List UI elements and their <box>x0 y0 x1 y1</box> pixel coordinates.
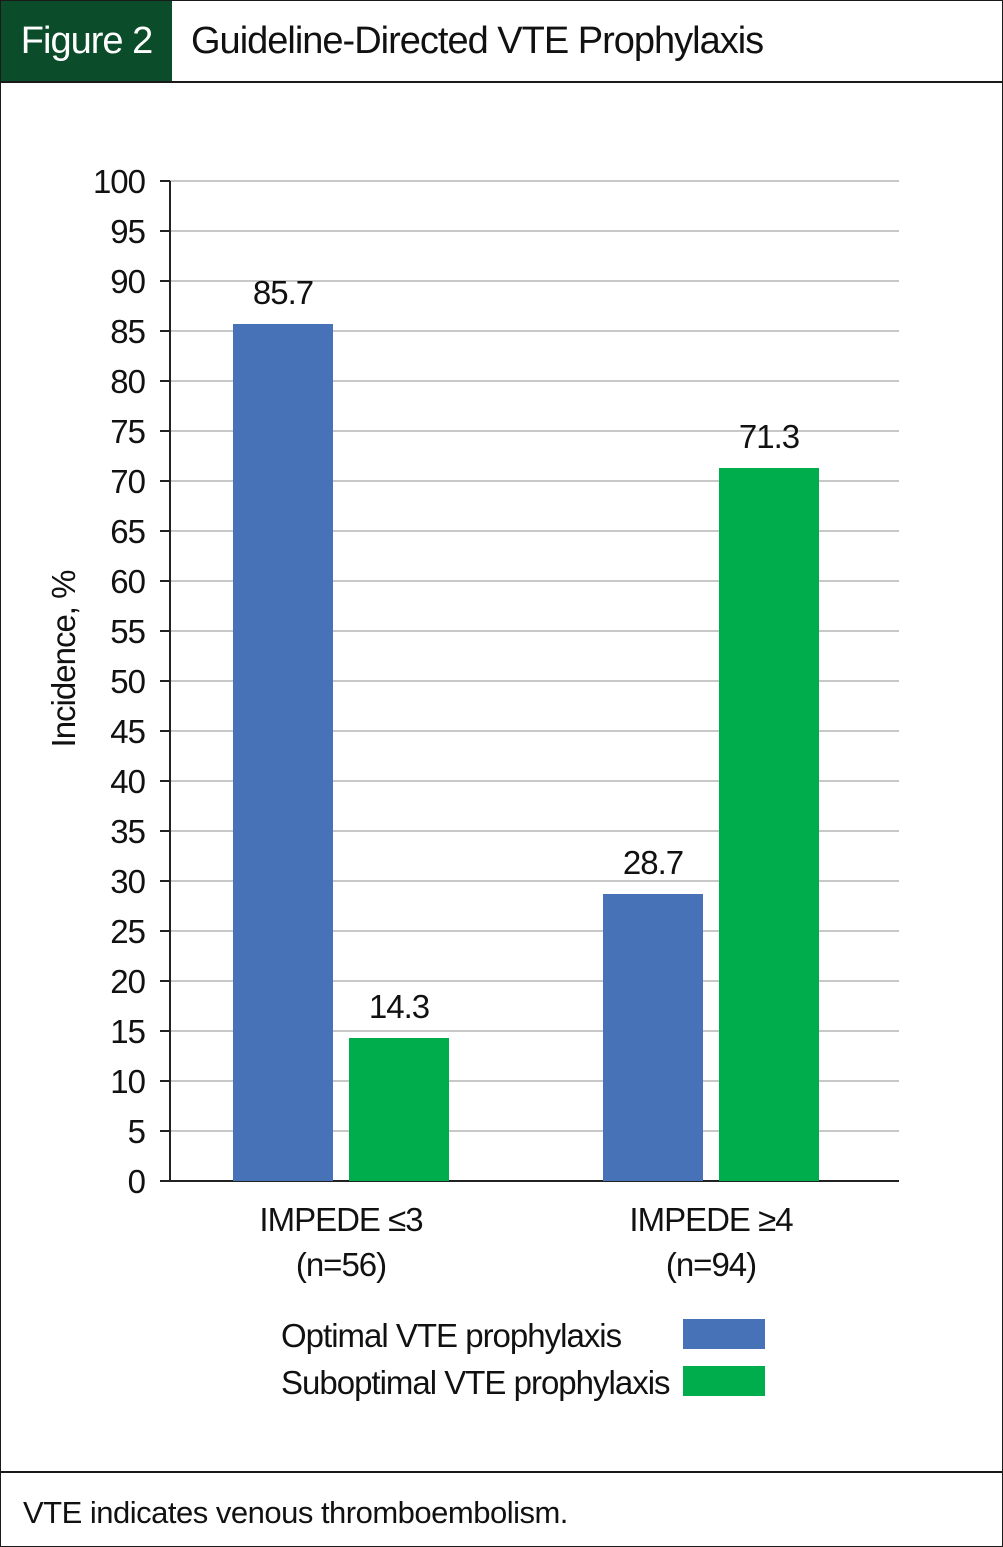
legend-label: Suboptimal VTE prophylaxis <box>281 1364 670 1401</box>
y-tick-label: 45 <box>110 713 145 750</box>
figure-header: Figure 2 Guideline-Directed VTE Prophyla… <box>1 1 1002 83</box>
x-category-sublabel: (n=94) <box>666 1246 756 1283</box>
figure-title: Guideline-Directed VTE Prophylaxis <box>191 19 764 62</box>
bar <box>603 894 703 1181</box>
bar-value-label: 28.7 <box>623 844 683 881</box>
y-tick-label: 65 <box>110 513 145 550</box>
footer-divider <box>1 1471 1002 1473</box>
y-tick-label: 0 <box>128 1163 146 1200</box>
y-tick-label: 55 <box>110 613 145 650</box>
legend-swatch <box>683 1319 765 1349</box>
bar-value-label: 85.7 <box>253 274 313 311</box>
y-tick-label: 35 <box>110 813 145 850</box>
legend-label: Optimal VTE prophylaxis <box>281 1317 622 1354</box>
legend-swatch <box>683 1366 765 1396</box>
y-tick-label: 10 <box>110 1063 145 1100</box>
y-tick-label: 20 <box>110 963 145 1000</box>
x-category-label: IMPEDE ≤3 <box>259 1201 422 1238</box>
y-axis-title: Incidence, % <box>45 570 82 748</box>
y-tick-label: 50 <box>110 663 145 700</box>
y-tick-label: 5 <box>128 1113 145 1150</box>
y-tick-label: 30 <box>110 863 145 900</box>
bar-chart: 0 5 10 15 20 25 30 35 40 45 50 55 60 65 70 75 80 85 90 95 10… <box>45 163 899 1401</box>
bar <box>233 324 333 1181</box>
y-tick-label: 25 <box>110 913 145 950</box>
x-category-label: IMPEDE ≥4 <box>629 1201 793 1238</box>
y-tick-label: 100 <box>93 163 146 200</box>
y-tick-label: 85 <box>110 313 145 350</box>
bar-value-label: 14.3 <box>369 988 429 1025</box>
bar-value-label: 71.3 <box>739 418 799 455</box>
footnote: VTE indicates venous thromboembolism. <box>23 1495 568 1530</box>
x-category-sublabel: (n=56) <box>296 1246 386 1283</box>
y-tick-label: 95 <box>110 213 145 250</box>
y-tick-label: 60 <box>110 563 145 600</box>
bar <box>719 468 819 1181</box>
y-tick-label: 90 <box>110 263 145 300</box>
bar <box>349 1038 449 1181</box>
y-tick-label: 80 <box>110 363 145 400</box>
y-tick-label: 70 <box>110 463 145 500</box>
y-tick-label: 15 <box>110 1013 145 1050</box>
y-tick-label: 40 <box>110 763 145 800</box>
y-tick-label: 75 <box>110 413 145 450</box>
figure-label: Figure 2 <box>1 1 172 81</box>
